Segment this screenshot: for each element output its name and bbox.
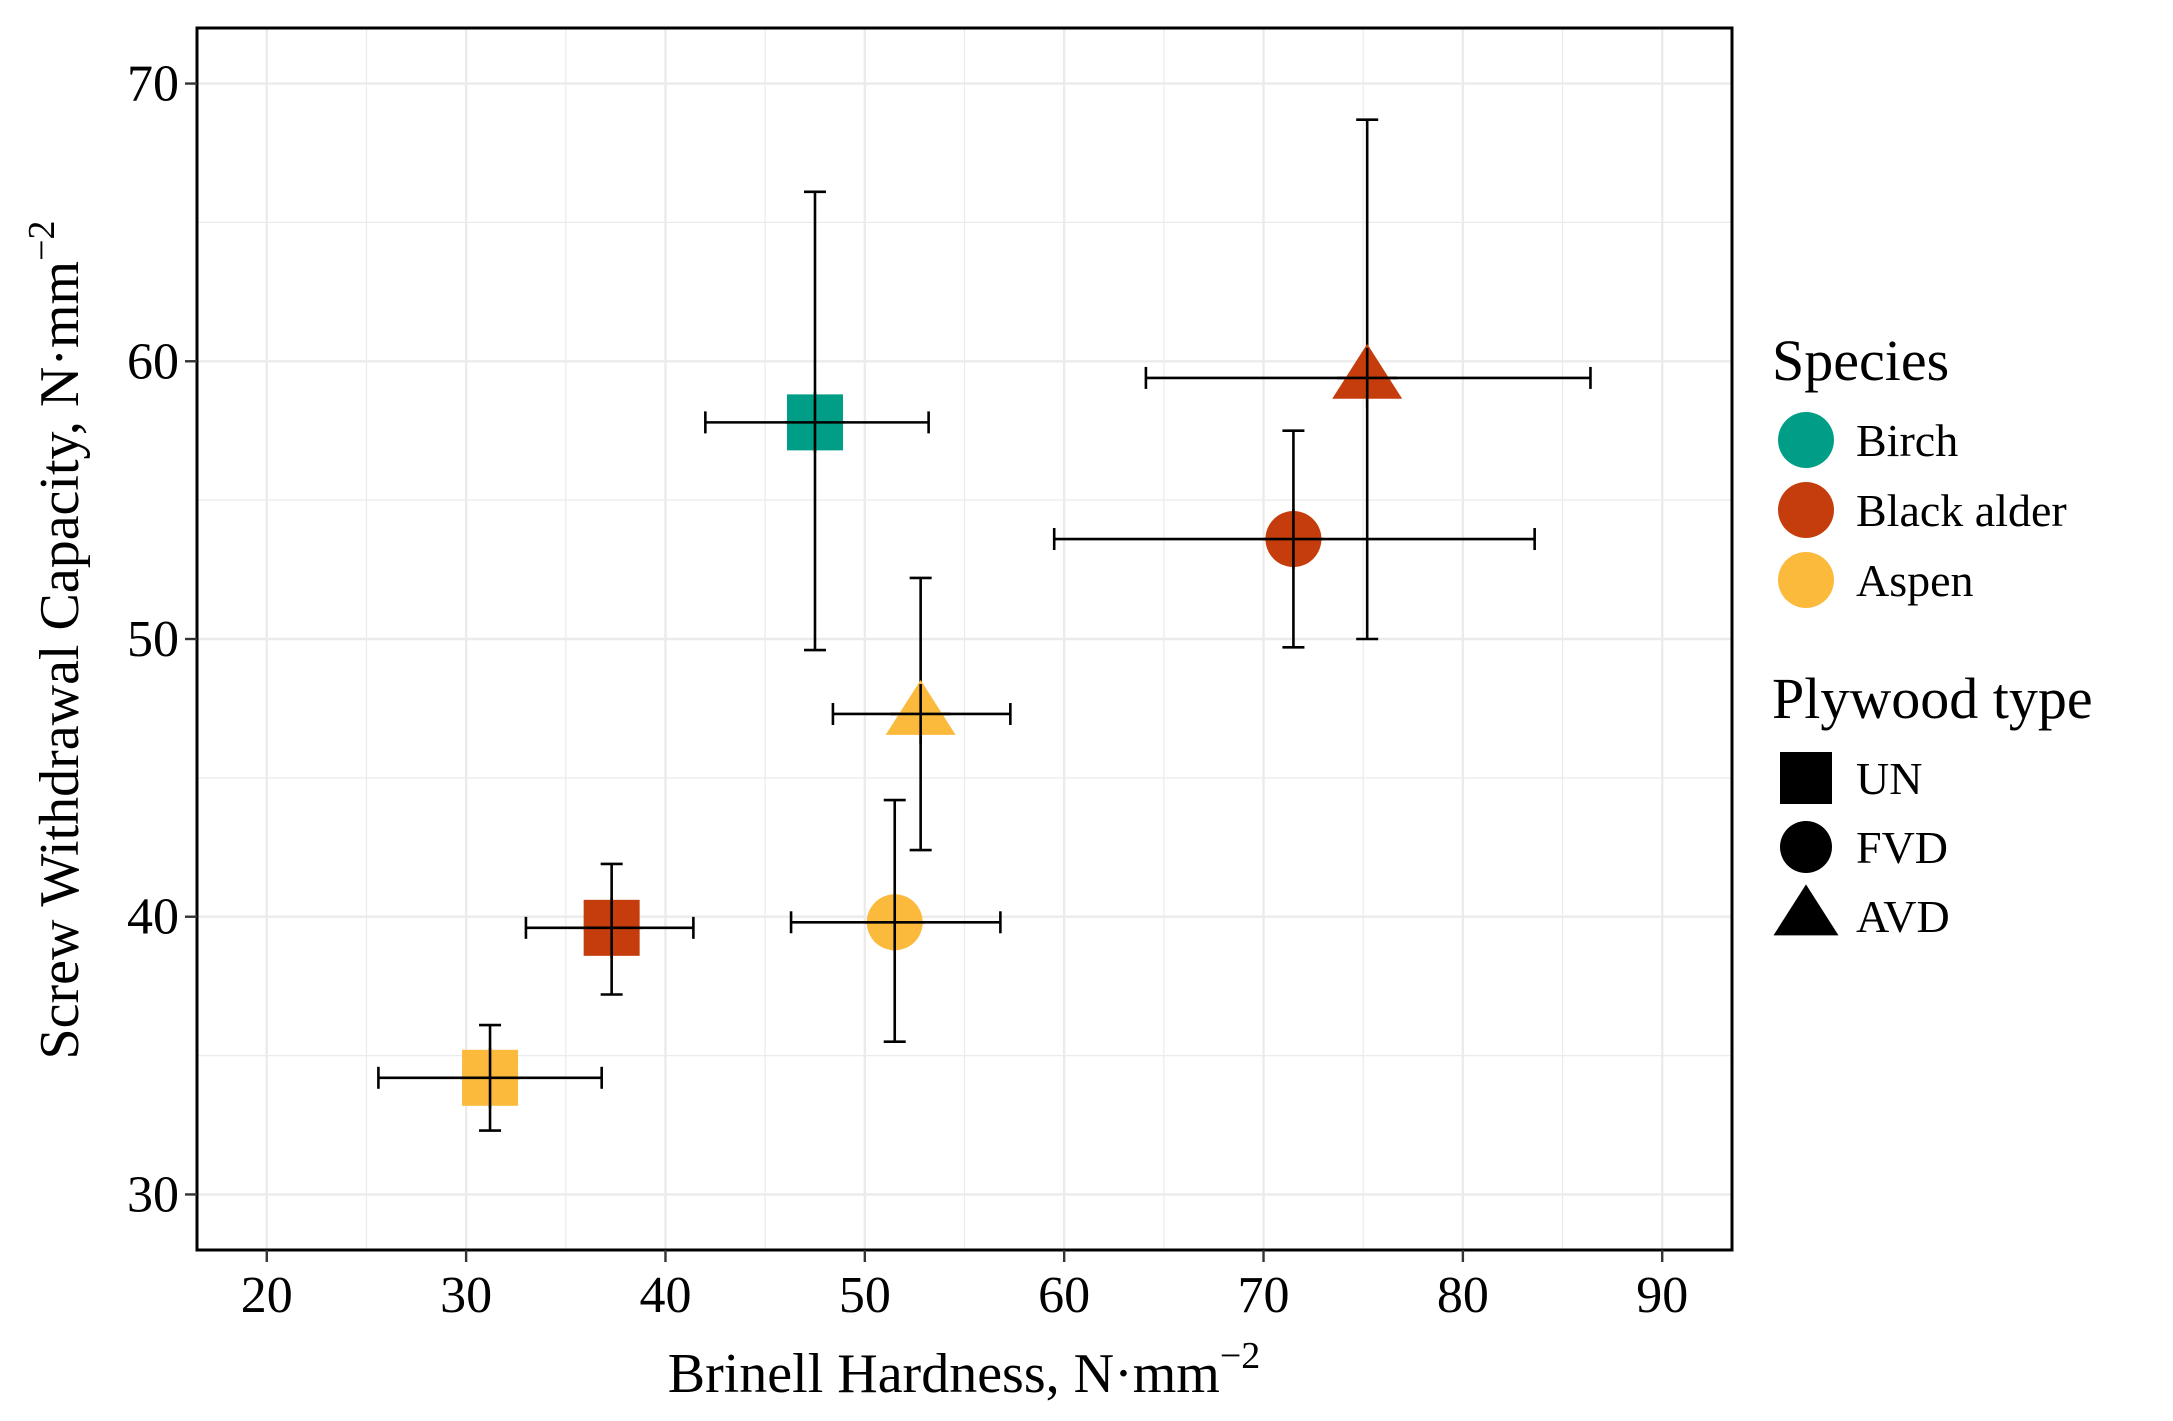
y-tick-label: 50 xyxy=(127,611,179,668)
legend-species-key-aspen xyxy=(1778,552,1834,608)
y-tick-label: 70 xyxy=(127,56,179,113)
legend-species-key-birch xyxy=(1778,412,1834,468)
x-tick-label: 20 xyxy=(241,1267,293,1324)
x-axis-ticks: 20 30 40 50 60 70 80 90 xyxy=(241,1250,1688,1324)
legend-type-key-un xyxy=(1780,752,1832,804)
legend: Species Plywood type Birch Black alder Asp… xyxy=(1772,328,2093,942)
legend-plywood-type-title: Plywood type xyxy=(1772,666,2093,731)
x-axis-title-text: Brinell Hardness, N·mm xyxy=(668,1343,1220,1405)
y-tick-label: 30 xyxy=(127,1166,179,1223)
legend-species-label: Aspen xyxy=(1856,555,1974,606)
x-axis-title-superscript: −2 xyxy=(1220,1335,1260,1377)
y-axis-ticks: 30 40 50 60 70 xyxy=(127,56,197,1223)
y-axis-title-text: Screw Withdrawal Capacity, N·mm xyxy=(29,261,91,1060)
x-tick-label: 70 xyxy=(1238,1267,1290,1324)
x-tick-label: 50 xyxy=(839,1267,891,1324)
grid xyxy=(197,28,1732,1250)
y-axis-title-superscript: −2 xyxy=(21,220,63,260)
y-tick-label: 40 xyxy=(127,889,179,946)
legend-species-label: Birch xyxy=(1856,415,1958,466)
x-axis-title: Brinell Hardness, N·mm−2 xyxy=(668,1335,1261,1405)
legend-type-key-fvd xyxy=(1780,821,1832,873)
legend-species-title: Species xyxy=(1772,328,1949,393)
markers xyxy=(460,343,1403,1108)
y-axis-title: Screw Withdrawal Capacity, N·mm−2 xyxy=(21,220,91,1059)
legend-species-label: Black alder xyxy=(1856,485,2067,536)
legend-type-label: UN xyxy=(1856,753,1922,804)
legend-type-label: FVD xyxy=(1856,822,1948,873)
legend-type-key-avd xyxy=(1773,884,1839,936)
x-tick-label: 80 xyxy=(1437,1267,1489,1324)
legend-type-label: AVD xyxy=(1856,891,1950,942)
legend-species-key-black-alder xyxy=(1778,482,1834,538)
x-tick-label: 30 xyxy=(440,1267,492,1324)
x-tick-label: 60 xyxy=(1038,1267,1090,1324)
x-tick-label: 90 xyxy=(1636,1267,1688,1324)
y-tick-label: 60 xyxy=(127,333,179,390)
x-tick-label: 40 xyxy=(639,1267,691,1324)
